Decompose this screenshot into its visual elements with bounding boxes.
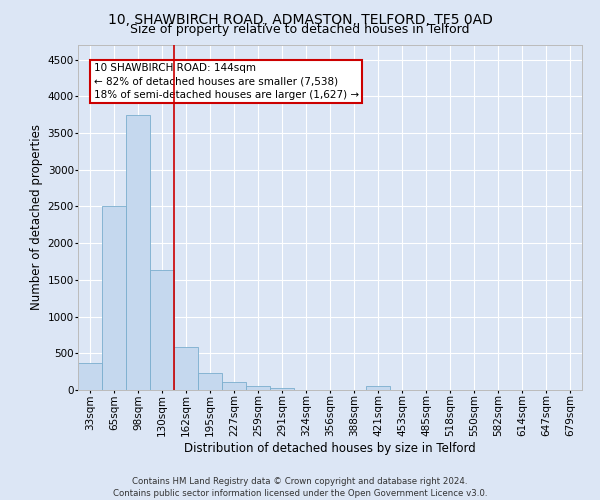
Bar: [270, 388, 294, 390]
Bar: [198, 374, 222, 390]
Bar: [222, 382, 246, 390]
X-axis label: Distribution of detached houses by size in Telford: Distribution of detached houses by size …: [184, 442, 476, 455]
Bar: [174, 348, 198, 390]
Text: Size of property relative to detached houses in Telford: Size of property relative to detached ho…: [130, 22, 470, 36]
Text: Contains HM Land Registry data © Crown copyright and database right 2024.
Contai: Contains HM Land Registry data © Crown c…: [113, 476, 487, 498]
Y-axis label: Number of detached properties: Number of detached properties: [31, 124, 43, 310]
Bar: [246, 386, 270, 390]
Text: 10 SHAWBIRCH ROAD: 144sqm
← 82% of detached houses are smaller (7,538)
18% of se: 10 SHAWBIRCH ROAD: 144sqm ← 82% of detac…: [94, 64, 359, 100]
Text: 10, SHAWBIRCH ROAD, ADMASTON, TELFORD, TF5 0AD: 10, SHAWBIRCH ROAD, ADMASTON, TELFORD, T…: [107, 12, 493, 26]
Bar: [102, 206, 126, 390]
Bar: [150, 270, 174, 390]
Bar: [366, 386, 390, 390]
Bar: [126, 114, 150, 390]
Bar: [78, 363, 102, 390]
